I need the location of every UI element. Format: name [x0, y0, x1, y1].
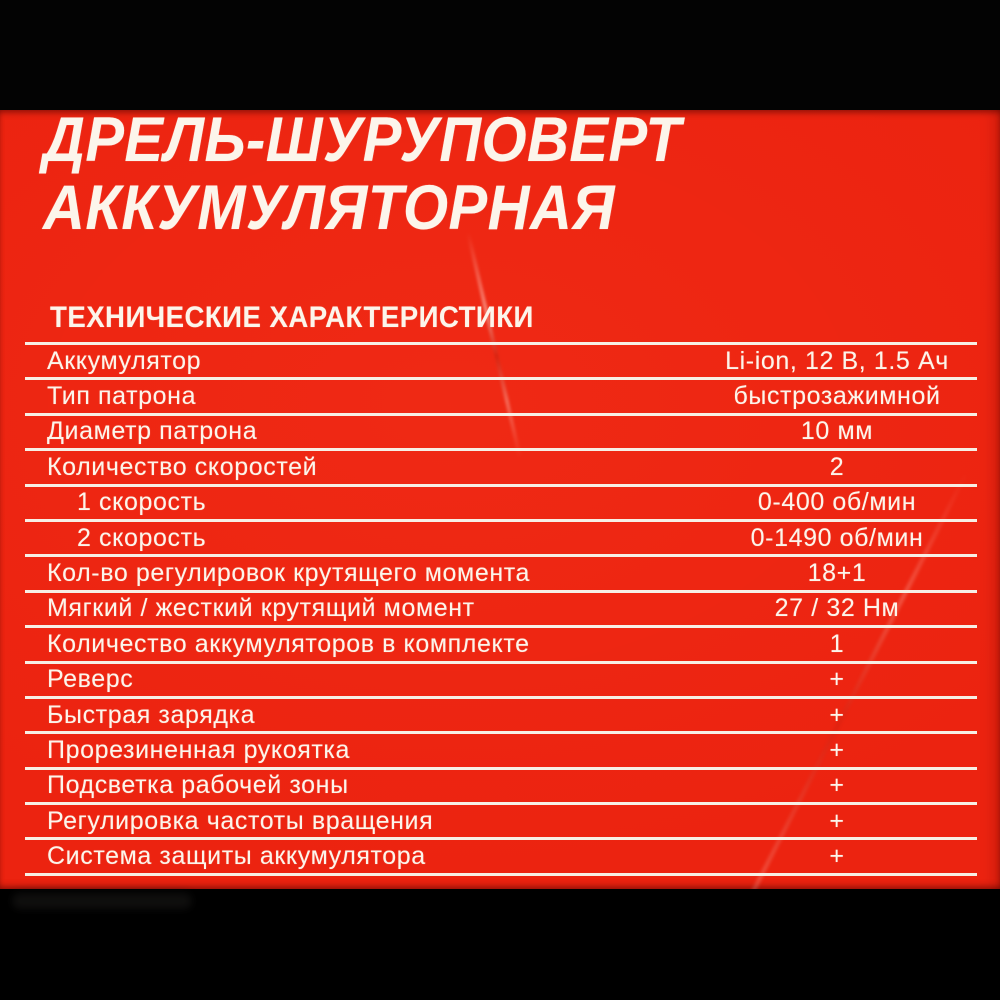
spec-row: Быстрая зарядка +	[25, 695, 977, 731]
spec-value: 2	[829, 452, 845, 481]
specs-table: Аккумулятор Li-ion, 12 В, 1.5 Ач Тип пат…	[25, 342, 977, 876]
spec-label: Диаметр патрона	[47, 417, 258, 446]
spec-row: 1 скорость 0-400 об/мин	[25, 483, 977, 519]
spec-value: 27 / 32 Нм	[774, 594, 900, 623]
spec-value: +	[829, 771, 845, 800]
product-title-line-1: ДРЕЛЬ-ШУРУПОВЕРТ	[43, 105, 682, 175]
spec-value: Li-ion, 12 В, 1.5 Ач	[725, 346, 949, 375]
spec-row: Количество аккумуляторов в комплекте 1	[25, 625, 977, 660]
spec-label: Кол-во регулировок крутящего момента	[47, 559, 531, 588]
product-title: ДРЕЛЬ-ШУРУПОВЕРТ АККУМУЛЯТОРНАЯ	[43, 106, 681, 242]
spec-value: +	[829, 735, 845, 764]
bottom-black-bar	[0, 889, 1000, 1000]
spec-label: Быстрая зарядка	[47, 700, 256, 729]
spec-label: Аккумулятор	[47, 346, 202, 375]
spec-row: Диаметр патрона 10 мм	[25, 412, 977, 448]
spec-row: Количество скоростей 2	[25, 448, 977, 483]
spec-row: Реверс +	[25, 660, 977, 696]
product-title-line-2: АККУМУЛЯТОРНАЯ	[43, 173, 616, 243]
spec-value: +	[829, 806, 845, 835]
spec-label: Тип патрона	[47, 382, 197, 411]
spec-row: Кол-во регулировок крутящего момента 18+…	[25, 554, 977, 589]
spec-row: Аккумулятор Li-ion, 12 В, 1.5 Ач	[25, 342, 977, 377]
red-panel	[0, 110, 1000, 980]
spec-row: Система защиты аккумулятора +	[25, 837, 977, 872]
spec-label: Мягкий / жесткий крутящий момент	[47, 594, 475, 623]
spec-row: Мягкий / жесткий крутящий момент 27 / 32…	[25, 589, 977, 625]
spec-label: 2 скорость	[77, 523, 207, 552]
spec-label: Прорезиненная рукоятка	[47, 735, 350, 764]
spec-label: Регулировка частоты вращения	[47, 806, 434, 835]
spec-label: Система защиты аккумулятора	[47, 842, 426, 871]
spec-value: +	[829, 700, 845, 729]
spec-row: Регулировка частоты вращения +	[25, 802, 977, 837]
spec-row: Тип патрона быстрозажимной	[25, 377, 977, 412]
spec-value: 0-400 об/мин	[757, 488, 917, 517]
spec-value: 1	[829, 629, 845, 658]
spec-label: 1 скорость	[77, 488, 207, 517]
spec-value: 10 мм	[800, 417, 874, 446]
spec-row: Прорезиненная рукоятка +	[25, 731, 977, 766]
top-black-bar	[0, 0, 1000, 110]
spec-label: Реверс	[47, 665, 134, 694]
spec-label: Количество скоростей	[47, 452, 318, 481]
spec-row: 2 скорость 0-1490 об/мин	[25, 518, 977, 554]
spec-label: Количество аккумуляторов в комплекте	[47, 629, 530, 658]
faint-print-smudge	[12, 893, 192, 909]
spec-value: 0-1490 об/мин	[750, 523, 924, 552]
spec-value: 18+1	[807, 559, 867, 588]
specs-heading: ТЕХНИЧЕСКИЕ ХАРАКТЕРИСТИКИ	[50, 301, 534, 334]
spec-value: +	[829, 842, 845, 871]
spec-label: Подсветка рабочей зоны	[47, 771, 349, 800]
spec-row: Подсветка рабочей зоны +	[25, 766, 977, 802]
spec-value: быстрозажимной	[733, 382, 941, 411]
spec-value: +	[829, 665, 845, 694]
